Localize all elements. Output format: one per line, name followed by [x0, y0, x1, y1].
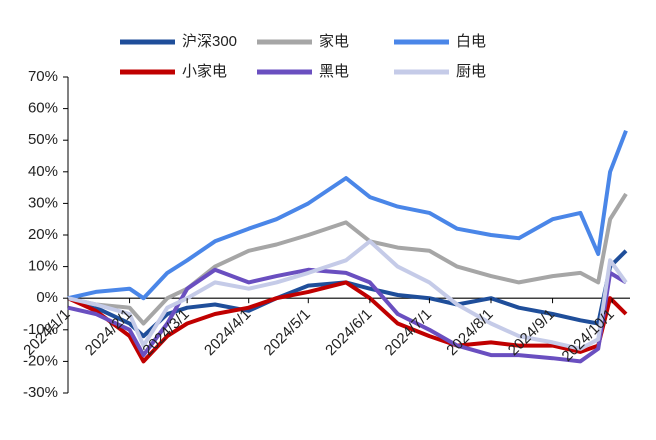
x-tick-label: 2024/4/1 — [201, 306, 254, 359]
series-line — [67, 239, 628, 351]
y-tick-label: 50% — [28, 131, 58, 148]
y-tick-label: 10% — [28, 258, 58, 275]
x-tick-label: 2024/5/1 — [261, 306, 314, 359]
legend-label: 白电 — [456, 33, 486, 50]
legend-label: 黑电 — [319, 63, 349, 80]
series-line — [67, 280, 628, 364]
y-tick-label: 60% — [28, 100, 58, 117]
legend-label: 沪深300 — [182, 33, 237, 50]
legend-label: 小家电 — [182, 63, 227, 80]
legend-label: 厨电 — [456, 63, 486, 80]
y-tick-label: 40% — [28, 163, 58, 180]
y-tick-label: 20% — [28, 226, 58, 243]
series-line — [67, 192, 628, 326]
y-tick-label: 0% — [36, 289, 58, 306]
series-line — [67, 267, 628, 364]
legend-label: 家电 — [319, 33, 349, 50]
y-tick-label: -30% — [23, 384, 58, 401]
y-tick-label: -10% — [23, 321, 58, 338]
y-tick-label: 30% — [28, 194, 58, 211]
series-line — [67, 129, 628, 301]
y-tick-label: -20% — [23, 352, 58, 369]
x-tick-label: 2024/6/1 — [322, 306, 375, 359]
y-tick-label: 70% — [28, 68, 58, 85]
